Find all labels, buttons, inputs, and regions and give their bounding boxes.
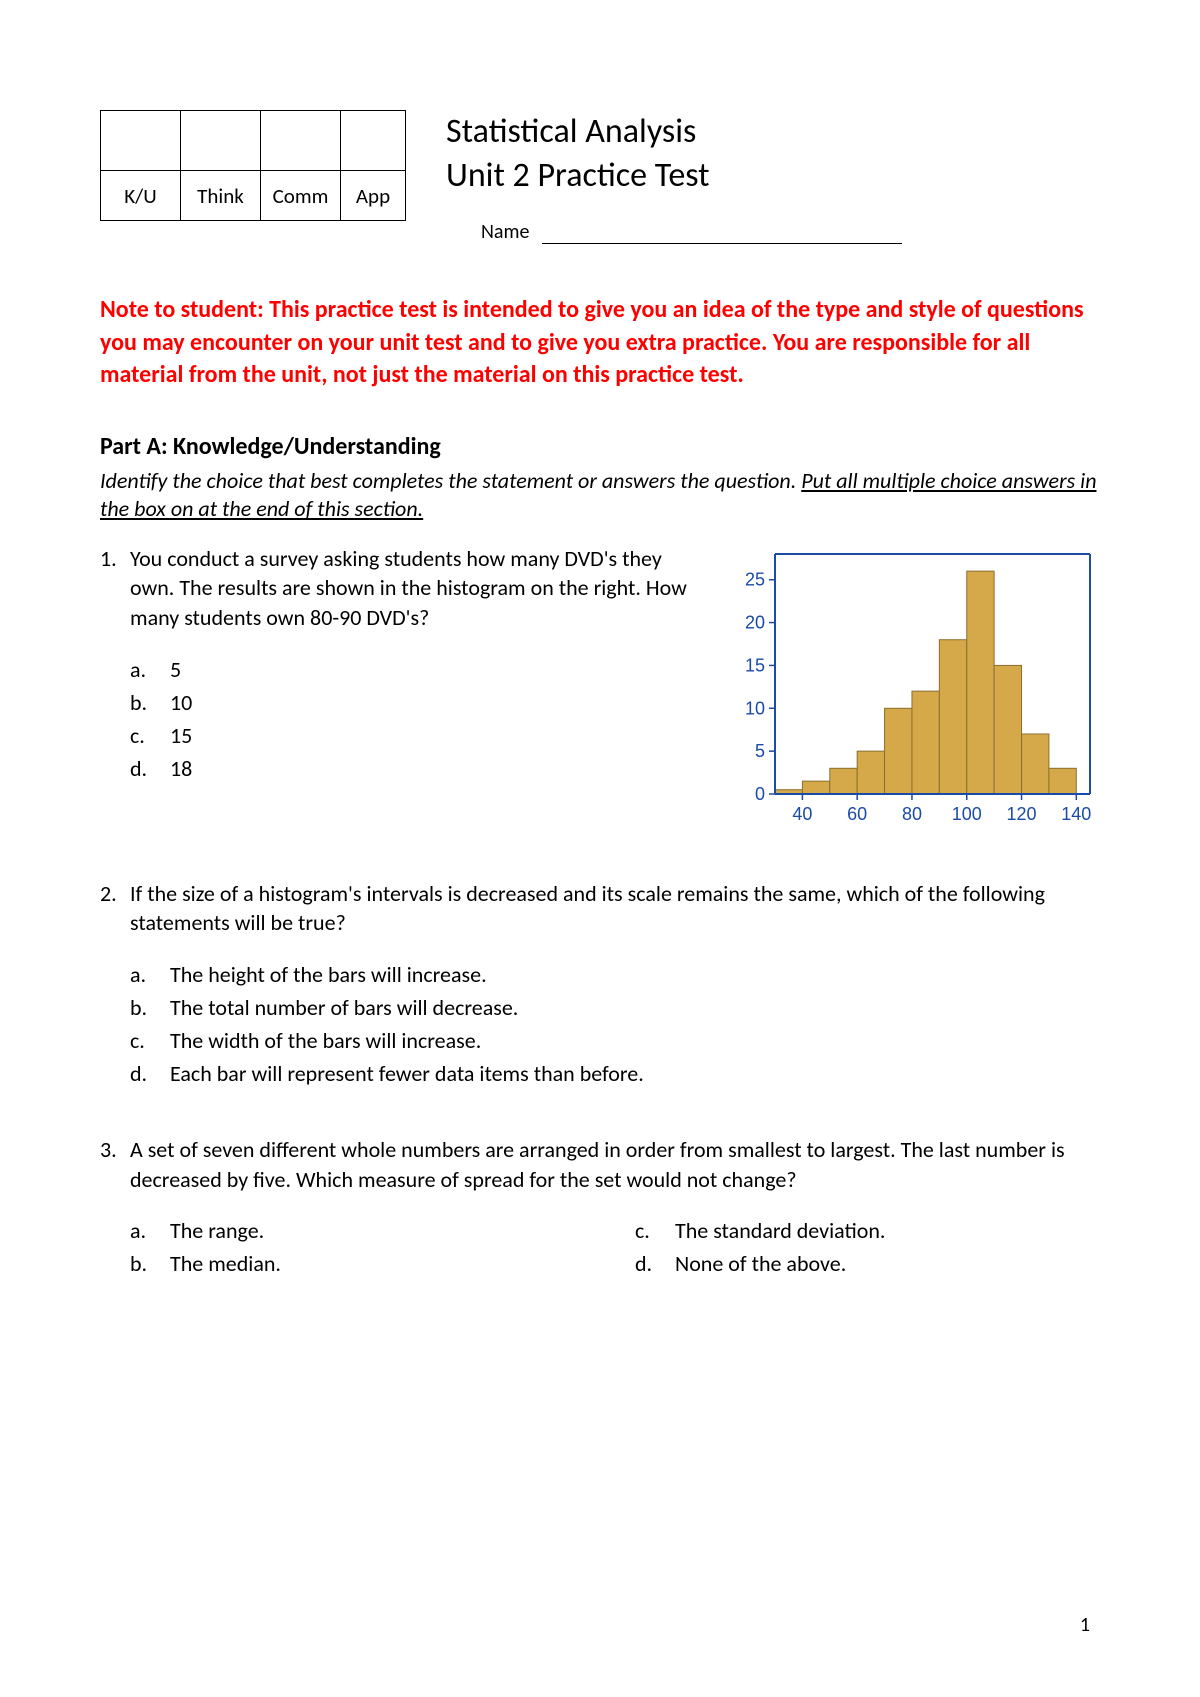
note-to-student: Note to student: This practice test is i… <box>100 294 1100 391</box>
title-block: Statistical Analysis Unit 2 Practice Tes… <box>436 110 1100 244</box>
q2-stem-text: If the size of a histogram's intervals i… <box>130 879 1100 938</box>
instructions-plain: Identify the choice that best completes … <box>100 467 801 494</box>
rubric-cell <box>101 111 181 171</box>
name-row: Name <box>446 220 1100 244</box>
svg-text:80: 80 <box>902 804 922 824</box>
title-line-1: Statistical Analysis <box>446 110 1100 154</box>
q3-stem-text: A set of seven different whole numbers a… <box>130 1135 1100 1194</box>
option-letter: a. <box>130 958 170 991</box>
q2-option-c: c. The width of the bars will increase. <box>130 1024 1100 1057</box>
q2-number: 2. <box>100 879 130 938</box>
rubric-header: App <box>341 171 406 221</box>
option-text: Each bar will represent fewer data items… <box>170 1057 1100 1090</box>
svg-text:140: 140 <box>1061 804 1091 824</box>
histogram-chart: 0 5 10 15 20 25 40 60 80 100 120 140 <box>730 544 1100 834</box>
option-text: 15 <box>170 719 705 752</box>
rubric-table: K/U Think Comm App <box>100 110 406 221</box>
rubric-header-row: K/U Think Comm App <box>101 171 406 221</box>
svg-text:5: 5 <box>755 741 765 761</box>
option-letter: a. <box>130 1214 170 1247</box>
q2-options: a. The height of the bars will increase.… <box>100 958 1100 1090</box>
q3-number: 3. <box>100 1135 130 1194</box>
option-letter: d. <box>635 1247 675 1280</box>
q3-options: a. The range. c. The standard deviation.… <box>100 1214 1100 1280</box>
header-row: K/U Think Comm App Statistical Analysis … <box>100 110 1100 244</box>
q3-option-d: d. None of the above. <box>635 1247 1100 1280</box>
rubric-cell <box>181 111 261 171</box>
svg-text:100: 100 <box>952 804 982 824</box>
q1-stem: 1. You conduct a survey asking students … <box>100 544 705 633</box>
rubric-header: Comm <box>261 171 341 221</box>
q2-option-d: d. Each bar will represent fewer data it… <box>130 1057 1100 1090</box>
option-text: The width of the bars will increase. <box>170 1024 1100 1057</box>
q2-option-b: b. The total number of bars will decreas… <box>130 991 1100 1024</box>
option-letter: b. <box>130 1247 170 1280</box>
name-line[interactable] <box>542 243 902 244</box>
name-label: Name <box>481 220 529 244</box>
q3-option-b: b. The median. <box>130 1247 595 1280</box>
option-letter: c. <box>130 1024 170 1057</box>
question-3: 3. A set of seven different whole number… <box>100 1135 1100 1280</box>
rubric-header: Think <box>181 171 261 221</box>
q1-option-c: c. 15 <box>130 719 705 752</box>
q1-options: a. 5 b. 10 c. 15 d. 18 <box>100 653 705 785</box>
svg-text:40: 40 <box>792 804 812 824</box>
option-text: None of the above. <box>675 1247 1100 1280</box>
option-text: The range. <box>170 1214 595 1247</box>
rubric-cell <box>341 111 406 171</box>
svg-text:120: 120 <box>1006 804 1036 824</box>
option-text: The height of the bars will increase. <box>170 958 1100 991</box>
q1-option-a: a. 5 <box>130 653 705 686</box>
option-letter: c. <box>130 719 170 752</box>
part-a-heading: Part A: Knowledge/Understanding <box>100 432 1100 461</box>
part-a-instructions: Identify the choice that best completes … <box>100 467 1100 524</box>
q2-option-a: a. The height of the bars will increase. <box>130 958 1100 991</box>
page-number: 1 <box>1080 1613 1090 1637</box>
option-letter: d. <box>130 1057 170 1090</box>
q1-stem-text: You conduct a survey asking students how… <box>130 544 705 633</box>
svg-text:25: 25 <box>745 569 765 589</box>
option-letter: a. <box>130 653 170 686</box>
option-letter: b. <box>130 991 170 1024</box>
option-text: The total number of bars will decrease. <box>170 991 1100 1024</box>
q2-stem: 2. If the size of a histogram's interval… <box>100 879 1100 938</box>
option-text: 5 <box>170 653 705 686</box>
svg-text:10: 10 <box>745 698 765 718</box>
q3-option-a: a. The range. <box>130 1214 595 1247</box>
rubric-header: K/U <box>101 171 181 221</box>
svg-text:0: 0 <box>755 784 765 804</box>
q3-option-c: c. The standard deviation. <box>635 1214 1100 1247</box>
svg-text:15: 15 <box>745 655 765 675</box>
svg-text:20: 20 <box>745 612 765 632</box>
option-letter: b. <box>130 686 170 719</box>
q1-number: 1. <box>100 544 130 633</box>
option-letter: d. <box>130 752 170 785</box>
svg-text:60: 60 <box>847 804 867 824</box>
title-line-2: Unit 2 Practice Test <box>446 154 1100 198</box>
q3-stem: 3. A set of seven different whole number… <box>100 1135 1100 1194</box>
option-text: 18 <box>170 752 705 785</box>
option-text: The median. <box>170 1247 595 1280</box>
question-1: 1. You conduct a survey asking students … <box>100 544 1100 834</box>
option-text: 10 <box>170 686 705 719</box>
q1-option-d: d. 18 <box>130 752 705 785</box>
option-letter: c. <box>635 1214 675 1247</box>
question-2: 2. If the size of a histogram's interval… <box>100 879 1100 1090</box>
rubric-cell <box>261 111 341 171</box>
rubric-empty-row <box>101 111 406 171</box>
q1-option-b: b. 10 <box>130 686 705 719</box>
option-text: The standard deviation. <box>675 1214 1100 1247</box>
